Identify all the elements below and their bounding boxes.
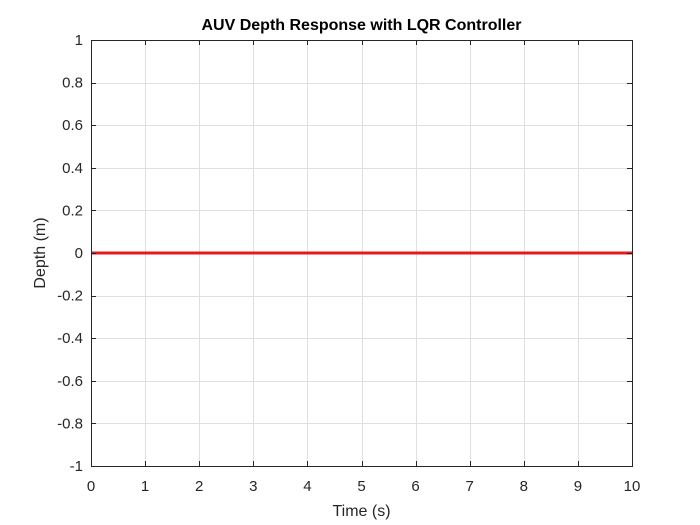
y-tick-label: 1: [75, 32, 83, 49]
y-tick-label: 0.4: [62, 160, 83, 177]
y-tick-label: 0: [75, 245, 83, 262]
x-axis-title: Time (s): [332, 503, 390, 520]
x-tick-label: 7: [466, 478, 474, 495]
x-tick-label: 6: [411, 478, 419, 495]
x-tick-label: 5: [357, 478, 365, 495]
y-tick-label: -0.2: [57, 288, 83, 305]
y-tick-label: 0.6: [62, 117, 83, 134]
x-tick-label: 1: [141, 478, 149, 495]
y-tick-label: -0.8: [57, 415, 83, 432]
x-tick-label: 3: [249, 478, 257, 495]
x-tick-label: 4: [303, 478, 311, 495]
y-tick-label: 0.2: [62, 202, 83, 219]
x-tick-label: 8: [520, 478, 528, 495]
x-tick-label: 2: [195, 478, 203, 495]
y-tick-labels: 1 0.8 0.6 0.4 0.2 0 -0.2 -0.4 -0.6 -0.8 -1: [57, 32, 83, 475]
x-tick-label: 10: [624, 478, 641, 495]
y-tick-label: 0.8: [62, 75, 83, 92]
x-tick-labels: 0 1 2 3 4 5 6 7 8 9 10: [87, 478, 641, 495]
y-axis-title: Depth (m): [32, 217, 49, 288]
x-tick-label: 9: [574, 478, 582, 495]
ticks: [91, 40, 633, 467]
x-tick-label: 0: [87, 478, 95, 495]
y-tick-label: -0.4: [57, 330, 83, 347]
y-tick-label: -0.6: [57, 373, 83, 390]
chart-title: AUV Depth Response with LQR Controller: [201, 17, 521, 34]
y-tick-label: -1: [70, 458, 83, 475]
